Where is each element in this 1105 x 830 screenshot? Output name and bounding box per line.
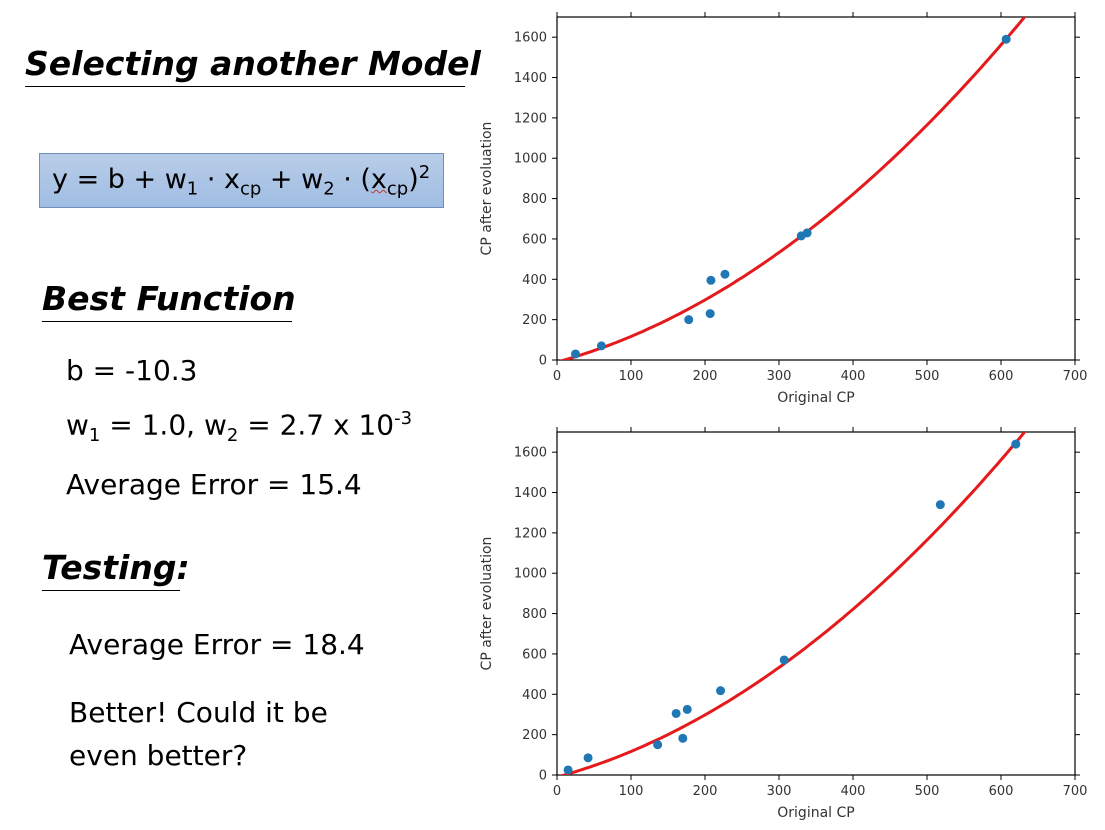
x-axis-label: Original CP (777, 390, 854, 406)
y-tick-label: 0 (539, 354, 547, 369)
slide-title: Selecting another Model (25, 44, 481, 87)
x-tick-label: 0 (553, 369, 561, 384)
x-tick-label: 400 (841, 784, 866, 799)
weight-subscript: 1 (88, 424, 101, 446)
y-axis-label: CP after evoluation (479, 537, 495, 671)
y-tick-label: 600 (522, 232, 547, 247)
y-tick-label: 0 (539, 769, 547, 784)
formula-x-subscript: cp (386, 178, 409, 200)
formula-part: · ( (334, 164, 371, 195)
data-point (653, 740, 663, 750)
testing-average-error: Average Error = 18.4 (69, 628, 365, 661)
plot-frame (556, 431, 1076, 776)
training-data-chart: 0 100 200 300 400 500 600 700 0 200 400 600 800 1000 1… (479, 12, 1088, 406)
y-axis-label: CP after evoluation (479, 122, 495, 256)
data-point (684, 315, 694, 325)
data-point (716, 686, 726, 696)
comment-line-1: Better! Could it be (69, 696, 328, 729)
y-tick-label: 1000 (514, 152, 547, 167)
weight-exponent: -3 (394, 408, 413, 429)
formula-x-subscript: cp (239, 178, 262, 200)
data-point (682, 704, 692, 714)
data-point (563, 765, 573, 775)
x-tick-label: 300 (767, 369, 792, 384)
weight-subscript: 2 (226, 424, 239, 446)
data-point (935, 500, 945, 510)
y-tick-label: 400 (522, 688, 547, 703)
formula-part: + w (261, 164, 324, 195)
y-tick-label: 600 (522, 647, 547, 662)
y-tick-label: 800 (522, 192, 547, 207)
x-tick-label: 700 (1063, 784, 1088, 799)
fitted-curve (559, 432, 1027, 775)
y-tick-label: 200 (522, 313, 547, 328)
y-tick-label: 1600 (514, 31, 547, 46)
y-tick-label: 1600 (514, 446, 547, 461)
x-tick-label: 700 (1063, 369, 1088, 384)
formula-exponent: 2 (418, 162, 431, 183)
data-point (571, 349, 580, 359)
formula-y: y (52, 164, 68, 195)
weights-values: w1 = 1.0, w2 = 2.7 x 10-3 (66, 408, 412, 446)
weight-text: = 1.0, w (100, 408, 227, 442)
weight-text: w (66, 408, 89, 442)
formula-part: = b + w (67, 164, 187, 195)
fitted-curve (559, 17, 1027, 360)
plot-frame (556, 16, 1076, 361)
data-point (1001, 34, 1011, 44)
weight-text: = 2.7 x 10 (238, 408, 395, 442)
x-tick-label: 100 (619, 784, 644, 799)
data-point (1011, 439, 1021, 449)
x-tick-label: 100 (619, 369, 644, 384)
formula-w1-subscript: 1 (186, 178, 199, 200)
comment-line-2: even better? (69, 739, 248, 772)
data-point (720, 269, 730, 279)
y-tick-label: 1400 (514, 486, 547, 501)
x-tick-label: 500 (915, 784, 940, 799)
y-tick-label: 1200 (514, 111, 547, 126)
y-tick-label: 400 (522, 273, 547, 288)
x-tick-label: 600 (989, 369, 1014, 384)
y-tick-label: 200 (522, 728, 547, 743)
testing-heading: Testing: (42, 548, 190, 591)
formula-x: x (370, 164, 387, 195)
data-point (706, 275, 716, 285)
data-point (705, 309, 715, 319)
x-tick-label: 500 (915, 369, 940, 384)
x-tick-label: 300 (767, 784, 792, 799)
formula-part: ) (408, 164, 419, 195)
formula-x-squared-base: xcp (370, 164, 408, 199)
data-point (583, 753, 593, 763)
model-formula-box: y = b + w1 · xcp + w2 · (xcp)2 (39, 153, 444, 208)
data-point (596, 341, 606, 351)
formula-part: · x (198, 164, 240, 195)
best-function-heading: Best Function (42, 279, 296, 322)
x-tick-label: 200 (693, 369, 718, 384)
x-tick-label: 600 (989, 784, 1014, 799)
x-tick-label: 400 (841, 369, 866, 384)
x-tick-label: 200 (693, 784, 718, 799)
testing-data-chart: 0 100 200 300 400 500 600 700 0 200 400 600 800 1000 1… (479, 427, 1088, 821)
y-tick-label: 1400 (514, 71, 547, 86)
y-tick-label: 800 (522, 607, 547, 622)
y-tick-label: 1000 (514, 567, 547, 582)
bias-value: b = -10.3 (66, 354, 198, 387)
x-tick-label: 0 (553, 784, 561, 799)
formula-w2-subscript: 2 (323, 178, 335, 200)
data-point (671, 708, 681, 718)
training-average-error: Average Error = 15.4 (66, 468, 362, 501)
y-tick-label: 1200 (514, 526, 547, 541)
x-axis-label: Original CP (777, 805, 854, 821)
data-point (802, 228, 812, 238)
data-point (678, 733, 688, 743)
data-point (779, 655, 789, 665)
